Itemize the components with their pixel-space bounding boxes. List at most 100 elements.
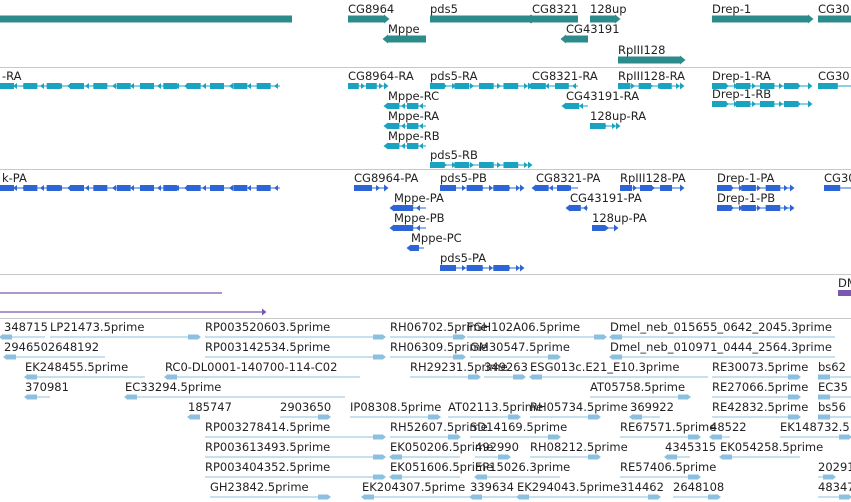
protein-feature-pds5-pb[interactable]: pds5-PB <box>440 171 525 192</box>
est-feature-re42832-5prime[interactable]: RE42832.5prime <box>712 400 808 420</box>
est-feature-bs56[interactable]: bs56 <box>818 400 851 420</box>
est-feature-ep15026-3prime[interactable]: EP15026.3prime <box>474 460 570 480</box>
protein-feature-k-pa[interactable]: k-PA <box>0 171 280 192</box>
est-feature-at05758-5prime[interactable]: AT05758.5prime <box>590 380 691 400</box>
est-feature-re67571-5prime[interactable]: RE67571.5prime <box>620 420 716 440</box>
est-feature-4345315[interactable]: 4345315 <box>664 440 716 460</box>
mrna-feature-cg43191-ra[interactable]: CG43191-RA <box>561 89 640 110</box>
mrna-feature-rpiii128-ra[interactable]: RpIII128-RA <box>618 69 685 90</box>
mrna-feature-drep-1-ra[interactable]: Drep-1-RA <box>712 69 813 90</box>
mrna-feature-128up-ra[interactable]: 128up-RA <box>590 109 646 130</box>
protein-feature-cg8321-pa[interactable]: CG8321-PA <box>531 171 601 192</box>
est-feature-rh05734-5prime[interactable]: RH05734.5prime <box>530 400 628 420</box>
est-feature-gm30547-5prime[interactable]: GM30547.5prime <box>470 340 570 360</box>
est-feature-ek204307-5prime[interactable]: EK204307.5prime <box>361 480 470 500</box>
gene-feature-cg8321[interactable]: CG8321 <box>526 2 579 24</box>
est-feature-lp21473-5prime[interactable]: LP21473.5prime <box>50 320 201 340</box>
est-feature-185747[interactable]: 185747 <box>187 400 232 420</box>
mrna-feature-cg30[interactable]: CG30 <box>818 69 851 89</box>
feature-label: EK148732.5 <box>780 420 850 434</box>
protein-feature-cg8964-pa[interactable]: CG8964-PA <box>354 171 419 192</box>
est-feature-fgh102a06-5prime[interactable]: FGH102A06.5prime <box>467 320 607 340</box>
est-feature-re57406-5prime[interactable]: RE57406.5prime <box>620 460 716 480</box>
est-feature-ek148732-5[interactable]: EK148732.5 <box>780 420 851 440</box>
est-feature-ec33294-5prime[interactable]: EC33294.5prime <box>124 380 345 400</box>
mrna-feature-drep-1-rb[interactable]: Drep-1-RB <box>712 87 813 108</box>
gene-feature-128up[interactable]: 128up <box>590 2 627 24</box>
est-feature-ek248455-5prime[interactable]: EK248455.5prime <box>24 360 145 380</box>
gene-feature-drep-1[interactable]: Drep-1 <box>712 2 814 24</box>
est-feature-rc0-dl0001-140700-114-c02[interactable]: RC0-DL0001-140700-114-C02 <box>164 360 360 380</box>
est-feature-ek294043-5prime[interactable]: EK294043.5prime <box>516 480 620 500</box>
est-feature-ip08308-5prime[interactable]: IP08308.5prime <box>350 400 441 420</box>
est-feature-gh23842-5prime[interactable]: GH23842.5prime <box>210 480 331 500</box>
est-feature-rh06702-5prime[interactable]: RH06702.5prime <box>390 320 488 340</box>
est-feature-ek050206-5prime[interactable]: EK050206.5prime <box>389 440 493 460</box>
mrna-feature-pds5-rb[interactable]: pds5-RB <box>430 148 533 169</box>
est-feature-rp003520603-5prime[interactable]: RP003520603.5prime <box>205 320 386 340</box>
protein-feature-rpiii128-pa[interactable]: RpIII128-PA <box>620 171 686 192</box>
mrna-feature-cg8964-ra[interactable]: CG8964-RA <box>348 69 414 90</box>
other-feature-unnamed[interactable] <box>0 308 267 316</box>
est-feature-2903650[interactable]: 2903650 <box>280 400 331 420</box>
est-feature-rp003613493-5prime[interactable]: RP003613493.5prime <box>205 440 386 460</box>
feature-label: AT05758.5prime <box>590 380 685 394</box>
protein-feature-cg30[interactable]: CG30 <box>824 171 851 191</box>
est-feature-rp003142534-5prime[interactable]: RP003142534.5prime <box>205 340 386 360</box>
est-feature-202918[interactable]: 202918 <box>818 460 851 480</box>
mrna-feature-cg8321-ra[interactable]: CG8321-RA <box>527 69 598 90</box>
est-feature-bs62[interactable]: bs62 <box>818 360 851 380</box>
est-feature-ec35[interactable]: EC35 <box>818 380 851 400</box>
est-feature-483472[interactable]: 483472 <box>818 480 851 500</box>
protein-feature-pds5-pa[interactable]: pds5-PA <box>440 251 525 272</box>
mrna-feature-mppe-ra[interactable]: Mppe-RA <box>383 109 440 130</box>
est-feature-rh52607-5prime[interactable]: RH52607.5prime <box>390 420 488 440</box>
mrna-feature-mppe-rb[interactable]: Mppe-RB <box>383 129 440 150</box>
feature-label: 2903650 <box>280 400 331 414</box>
est-feature-ek051606-5prime[interactable]: EK051606.5prime <box>389 460 493 480</box>
gene-feature-mppe[interactable]: Mppe <box>382 22 427 44</box>
gene-feature-unnamed[interactable] <box>0 15 292 23</box>
other-feature-dm[interactable]: DM <box>838 276 851 296</box>
est-feature-re27066-5prime[interactable]: RE27066.5prime <box>712 380 808 400</box>
protein-feature-mppe-pc[interactable]: Mppe-PC <box>406 231 462 252</box>
feature-label: pds5-PB <box>440 171 487 185</box>
gene-feature-cg43191[interactable]: CG43191 <box>560 22 620 44</box>
est-feature-rp003278414-5prime[interactable]: RP003278414.5prime <box>205 420 386 440</box>
mrna-feature-ra[interactable]: -RA <box>0 69 280 90</box>
est-feature-48522[interactable]: 48522 <box>709 420 747 440</box>
protein-feature-mppe-pa[interactable]: Mppe-PA <box>389 191 444 212</box>
other-feature-unnamed[interactable] <box>0 290 222 297</box>
est-feature-rh29231-5prime[interactable]: RH29231.5prime <box>410 360 508 380</box>
mrna-feature-mppe-rc[interactable]: Mppe-RC <box>383 89 440 110</box>
est-feature-dmel-neb-015655-0642-2045-3prime[interactable]: Dmel_neb_015655_0642_2045.3prime <box>609 320 835 340</box>
mrna-feature-pds5-ra[interactable]: pds5-RA <box>430 69 533 90</box>
est-feature-369922[interactable]: 369922 <box>629 400 674 420</box>
est-feature-2648108[interactable]: 2648108 <box>673 480 724 500</box>
est-feature-2946502648192[interactable]: 2946502648192 <box>3 340 105 360</box>
est-feature-370981[interactable]: 370981 <box>24 380 69 400</box>
est-feature-348715[interactable]: 348715 <box>0 320 48 340</box>
est-feature-rh06309-5prime[interactable]: RH06309.5prime <box>390 340 488 360</box>
est-feature-sd14169-5prime[interactable]: SD14169.5prime <box>470 420 567 440</box>
gene-feature-cg30[interactable]: CG30 <box>818 2 851 23</box>
gene-feature-cg8964[interactable]: CG8964 <box>348 2 394 24</box>
est-feature-re30073-5prime[interactable]: RE30073.5prime <box>712 360 808 380</box>
protein-feature-drep-1-pa[interactable]: Drep-1-PA <box>717 171 795 192</box>
est-feature-492990[interactable]: 492990 <box>475 440 519 460</box>
est-feature-349263[interactable]: 349263 <box>484 360 528 380</box>
protein-feature-128up-pa[interactable]: 128up-PA <box>592 211 647 232</box>
est-feature-at02113-5prime[interactable]: AT02113.5prime <box>448 400 543 420</box>
est-feature-dmel-neb-010971-0444-2564-3prime[interactable]: Dmel_neb_010971_0444_2564.3prime <box>609 340 835 360</box>
protein-feature-mppe-pb[interactable]: Mppe-PB <box>389 211 445 232</box>
protein-feature-drep-1-pb[interactable]: Drep-1-PB <box>717 191 795 212</box>
gene-feature-rpiii128[interactable]: RpIII128 <box>618 43 686 65</box>
protein-feature-cg43191-pa[interactable]: CG43191-PA <box>565 191 642 212</box>
est-feature-339634[interactable]: 339634 <box>469 480 520 500</box>
est-feature-rh08212-5prime[interactable]: RH08212.5prime <box>530 440 628 460</box>
gene-feature-pds5[interactable]: pds5 <box>430 2 536 24</box>
est-feature-314462[interactable]: 314462 <box>620 480 664 500</box>
est-feature-esg013c-e21-e10-3prime[interactable]: ESG013c.E21_E10.3prime <box>529 360 708 380</box>
est-feature-rp003404352-5prime[interactable]: RP003404352.5prime <box>205 460 386 480</box>
est-feature-ek054258-5prime[interactable]: EK054258.5prime <box>719 440 823 460</box>
